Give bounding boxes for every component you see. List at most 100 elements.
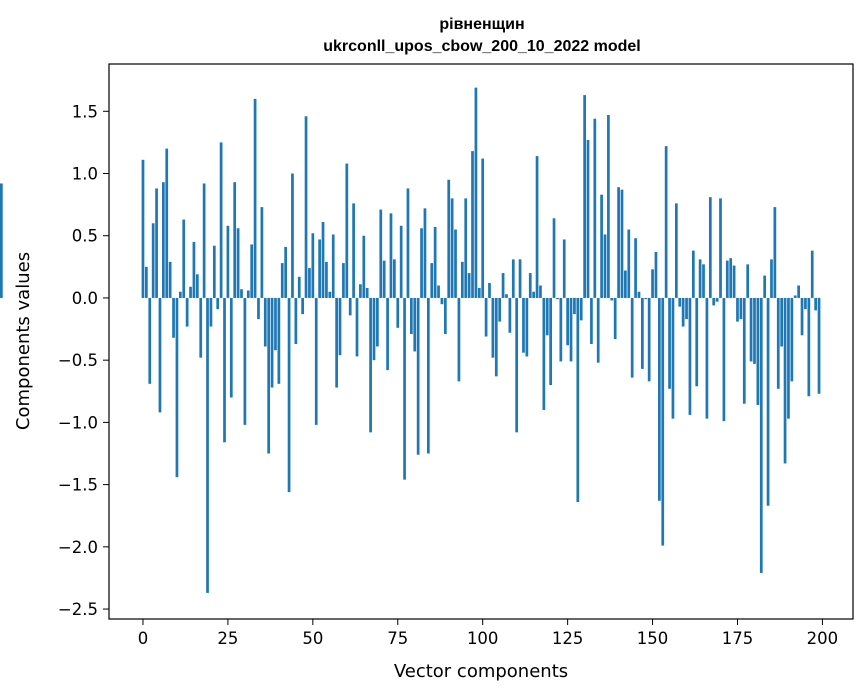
y-tick-label: 1.5 <box>72 102 98 121</box>
bar-7 <box>165 148 169 298</box>
bar-120 <box>549 297 552 386</box>
bar-114 <box>528 273 532 298</box>
bar-113 <box>525 297 529 357</box>
bar-106 <box>501 273 505 298</box>
bar-132 <box>590 297 593 344</box>
bar-85 <box>430 263 434 298</box>
bar-130 <box>583 95 586 298</box>
bar-140 <box>617 187 620 298</box>
bar-188 <box>780 297 784 347</box>
bar-33 <box>253 98 257 298</box>
bar-79 <box>410 297 413 335</box>
bar-24 <box>223 297 226 443</box>
bar-105 <box>498 297 502 322</box>
y-tick-label: −1.5 <box>58 476 98 495</box>
bar-116 <box>535 156 539 298</box>
x-tick-label: 100 <box>467 629 499 648</box>
bar-102 <box>488 283 491 298</box>
bar-172 <box>725 260 729 298</box>
bar-31 <box>246 290 250 298</box>
bar-40 <box>277 297 281 384</box>
bar-14 <box>189 286 192 298</box>
bar-122 <box>556 297 559 300</box>
bar-52 <box>318 239 321 298</box>
bar-48 <box>304 116 308 298</box>
bar-151 <box>654 251 658 298</box>
bar-177 <box>742 297 746 404</box>
bar-77 <box>403 297 406 480</box>
bar-1 <box>145 266 148 298</box>
bar-146 <box>637 291 641 298</box>
bar-25 <box>226 225 230 298</box>
bar-68 <box>372 297 376 361</box>
bar-136 <box>603 234 607 298</box>
bar-66 <box>365 287 369 298</box>
bar-18 <box>202 183 206 298</box>
bar-35 <box>260 207 264 298</box>
bar-57 <box>335 297 338 388</box>
bar-133 <box>593 118 597 298</box>
bar-19 <box>206 297 209 593</box>
bar-27 <box>233 182 237 298</box>
bar-112 <box>522 297 525 353</box>
bar-164 <box>698 259 702 298</box>
bar-71 <box>382 260 386 298</box>
bar-63 <box>355 297 359 357</box>
bar-6 <box>162 182 165 298</box>
bar-127 <box>573 297 576 315</box>
bar-131 <box>586 139 590 298</box>
bar-64 <box>359 284 362 298</box>
bar-62 <box>352 203 355 298</box>
bar-155 <box>668 297 671 389</box>
bar-42 <box>284 246 288 298</box>
bar-168 <box>712 297 716 306</box>
bar-163 <box>695 297 699 387</box>
bar-92 <box>454 229 457 298</box>
bar-179 <box>749 297 753 362</box>
bar-195 <box>804 297 807 310</box>
bar-12 <box>182 219 186 298</box>
bar-8 <box>168 261 172 298</box>
bar-126 <box>569 297 573 362</box>
bar-148 <box>644 297 648 300</box>
bar-3 <box>151 223 155 298</box>
bar-37 <box>267 297 271 454</box>
bar-98 <box>474 87 478 298</box>
bar-28 <box>236 228 240 298</box>
bar-76 <box>399 225 403 298</box>
bar-198 <box>814 297 817 311</box>
bar-4 <box>155 188 158 298</box>
bar-174 <box>732 265 736 298</box>
bar-51 <box>314 297 318 425</box>
bar-158 <box>678 297 682 307</box>
bar-118 <box>542 297 546 410</box>
bar-46 <box>297 276 301 298</box>
bar-144 <box>630 297 634 378</box>
bar-95 <box>464 198 468 298</box>
plot-frame <box>108 63 854 620</box>
x-tick-label: 125 <box>552 629 584 648</box>
bar-138 <box>610 297 614 301</box>
bar-187 <box>776 297 780 389</box>
bar-75 <box>396 297 400 328</box>
x-tick-label: 75 <box>387 629 408 648</box>
y-tick-label: 0.5 <box>72 227 98 246</box>
bar-70 <box>379 209 383 298</box>
bar-100 <box>481 158 485 298</box>
bar-180 <box>753 297 756 364</box>
bar-139 <box>613 297 617 340</box>
bar-197 <box>810 250 814 298</box>
bar-149 <box>647 297 651 382</box>
bar-88 <box>440 297 444 305</box>
x-tick-label: 0 <box>138 629 149 648</box>
bar-145 <box>634 238 637 298</box>
bar-103 <box>491 297 495 358</box>
bar-32 <box>250 244 254 298</box>
bar-156 <box>671 297 675 419</box>
bar-67 <box>369 297 372 433</box>
bar-199 <box>817 297 821 394</box>
bar-78 <box>406 188 410 298</box>
bar-81 <box>416 297 420 455</box>
bar-167 <box>708 197 712 298</box>
bar-147 <box>641 297 644 369</box>
